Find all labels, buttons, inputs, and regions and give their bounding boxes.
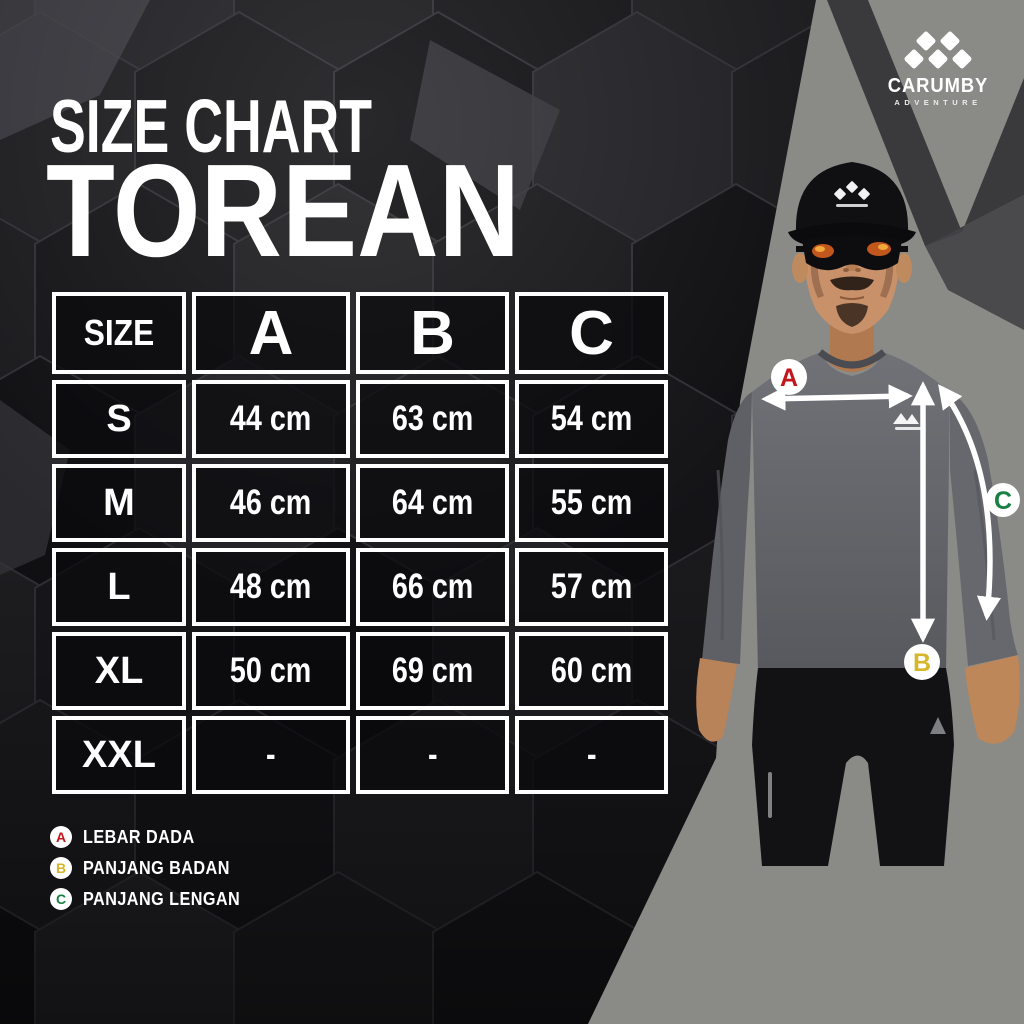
nostril-left [843, 268, 849, 272]
value-cell: 57 cm [515, 548, 668, 626]
size-label-cell: M [52, 464, 186, 542]
left-ear [792, 253, 808, 283]
temple-right [898, 246, 908, 252]
left-hand [696, 658, 737, 742]
backdrop-chevron-right [925, 78, 1024, 246]
measurement-arrows [761, 381, 1002, 643]
value-cell: 46 cm [192, 464, 350, 542]
lens-glint-right [867, 242, 891, 256]
temple-left [796, 246, 806, 252]
value-cell: 60 cm [515, 632, 668, 710]
arrow-a-chest-width [761, 384, 913, 411]
lens-glint-right-hi [878, 244, 888, 250]
badge-c-circle [986, 483, 1020, 517]
title-line-1: SIZE CHART [50, 84, 372, 168]
measurement-legend: A LEBAR DADA B PANJANG BADAN C PANJANG L… [50, 826, 258, 910]
size-label-cell: XXL [52, 716, 186, 794]
pants-hip-logo [930, 717, 946, 734]
measurement-badges: A B C [771, 359, 1020, 680]
cap-crown [795, 162, 909, 232]
title-line-2: TOREAN [46, 137, 520, 284]
legend-badge-c: C [50, 888, 72, 910]
badge-c-letter: C [994, 487, 1012, 515]
size-label-cell: XL [52, 632, 186, 710]
size-table: SIZE A B C S 44 cm 63 cm 54 cm M 46 cm 6… [52, 292, 668, 794]
legend-item-b: B PANJANG BADAN [50, 857, 258, 879]
badge-b-letter: B [913, 649, 931, 677]
value-cell: 54 cm [515, 380, 668, 458]
mustache [830, 276, 874, 291]
table-header-size: SIZE [52, 292, 186, 374]
value-cell: 44 cm [192, 380, 350, 458]
legend-item-a: A LEBAR DADA [50, 826, 258, 848]
legend-label-a: LEBAR DADA [83, 826, 195, 847]
legend-label-b: PANJANG BADAN [83, 857, 230, 878]
value-cell: 55 cm [515, 464, 668, 542]
legend-item-c: C PANJANG LENGAN [50, 888, 258, 910]
size-label-cell: S [52, 380, 186, 458]
right-hand [965, 655, 1020, 744]
backdrop-chevron-fold [925, 195, 1024, 330]
right-ear [896, 253, 912, 283]
value-cell: 64 cm [356, 464, 509, 542]
chin-beard [836, 303, 868, 327]
value-cell: - [515, 716, 668, 794]
legend-badge-a: A [50, 826, 72, 848]
badge-b-circle [904, 644, 940, 680]
value-cell: 66 cm [356, 548, 509, 626]
page-title: SIZE CHART TOREAN [46, 84, 520, 284]
brand-diamonds-icon [903, 30, 973, 70]
size-label-cell: L [52, 548, 186, 626]
pants [752, 668, 954, 866]
brand-name: CARUMBY [887, 75, 989, 97]
table-header-b: B [356, 292, 509, 374]
table-header-a: A [192, 292, 350, 374]
legend-label-c: PANJANG LENGAN [83, 888, 241, 909]
backdrop-chevron-left [827, 0, 962, 246]
lens-glint-left-hi [815, 246, 825, 252]
legend-badge-b: B [50, 857, 72, 879]
value-cell: 50 cm [192, 632, 350, 710]
badge-a-letter: A [780, 364, 798, 392]
value-cell: - [356, 716, 509, 794]
table-header-c: C [515, 292, 668, 374]
left-sleeve-fold [716, 469, 724, 641]
nostril-right [855, 268, 861, 272]
value-cell: 69 cm [356, 632, 509, 710]
model-man [696, 162, 1020, 866]
value-cell: - [192, 716, 350, 794]
cap-logo [834, 181, 870, 207]
pants-leg-text [768, 772, 772, 818]
brand-tagline: ADVENTURE [894, 98, 982, 107]
value-cell: 48 cm [192, 548, 350, 626]
arrow-c-sleeve-length [938, 384, 1002, 621]
value-cell: 63 cm [356, 380, 509, 458]
shirt-collar [817, 349, 887, 369]
mouth [839, 296, 865, 300]
left-sleeve [702, 392, 752, 664]
badge-a-circle [771, 359, 807, 395]
brand-logo: CARUMBY ADVENTURE [868, 26, 1008, 107]
shirt-torso [752, 352, 950, 680]
